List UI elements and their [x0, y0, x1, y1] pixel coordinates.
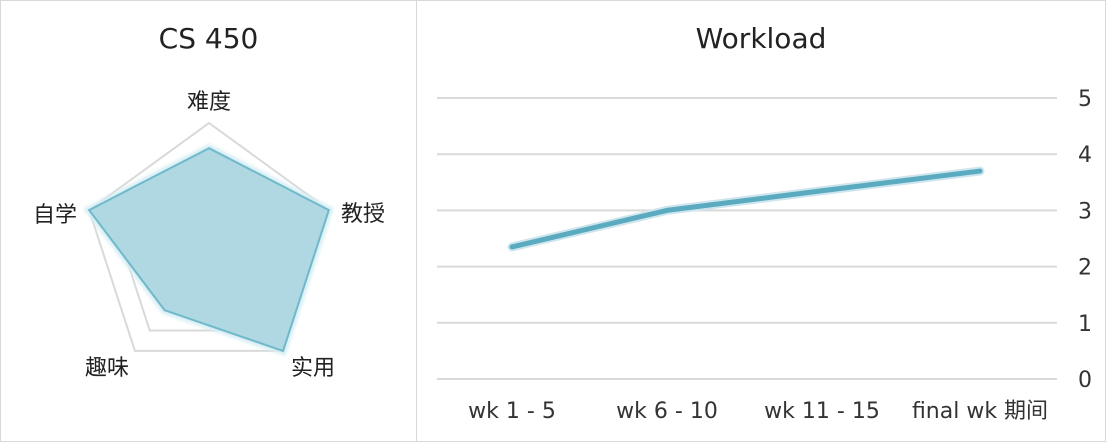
radar-axis-label-4: 自学 [33, 203, 77, 228]
line-y-tick-0: 0 [1078, 368, 1092, 393]
radar-chart-panel: CS 450 难度教授实用趣味自学 [0, 0, 417, 442]
line-y-tick-5: 5 [1078, 87, 1092, 112]
radar-axis-label-3: 趣味 [85, 356, 129, 381]
line-chart-svg: 0 1 2 3 4 5 wk 1 - 5 wk 6 - 10 wk 11 - 15 final w… [417, 1, 1106, 443]
line-series-glow [512, 171, 980, 247]
line-y-tick-2: 2 [1078, 256, 1092, 281]
radar-axis-label-2: 实用 [291, 356, 335, 381]
line-y-tick-1: 1 [1078, 312, 1092, 337]
radar-axis-label-0: 难度 [187, 90, 231, 115]
line-y-tick-4: 4 [1078, 143, 1092, 168]
radar-axis-label-1: 教授 [341, 202, 385, 227]
line-x-tick-2: wk 11 - 15 [764, 399, 880, 424]
line-x-tick-3: final wk 期间 [912, 399, 1048, 424]
line-x-tick-0: wk 1 - 5 [468, 399, 556, 424]
line-y-tick-3: 3 [1078, 199, 1092, 224]
line-x-tick-1: wk 6 - 10 [616, 399, 718, 424]
